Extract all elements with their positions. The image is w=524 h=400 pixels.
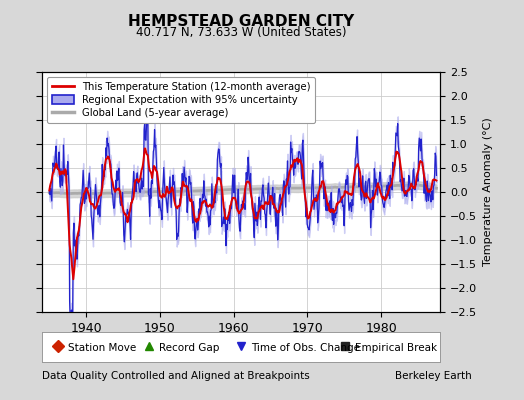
- Text: Time of Obs. Change: Time of Obs. Change: [251, 342, 360, 353]
- Text: HEMPSTEAD GARDEN CITY: HEMPSTEAD GARDEN CITY: [128, 14, 354, 29]
- Legend: This Temperature Station (12-month average), Regional Expectation with 95% uncer: This Temperature Station (12-month avera…: [47, 77, 315, 123]
- Text: Empirical Break: Empirical Break: [355, 342, 436, 353]
- Text: Record Gap: Record Gap: [159, 342, 220, 353]
- Y-axis label: Temperature Anomaly (°C): Temperature Anomaly (°C): [483, 118, 493, 266]
- Text: Data Quality Controlled and Aligned at Breakpoints: Data Quality Controlled and Aligned at B…: [42, 371, 310, 381]
- Text: Berkeley Earth: Berkeley Earth: [395, 371, 472, 381]
- Text: Station Move: Station Move: [68, 342, 136, 353]
- Text: 40.717 N, 73.633 W (United States): 40.717 N, 73.633 W (United States): [136, 26, 346, 39]
